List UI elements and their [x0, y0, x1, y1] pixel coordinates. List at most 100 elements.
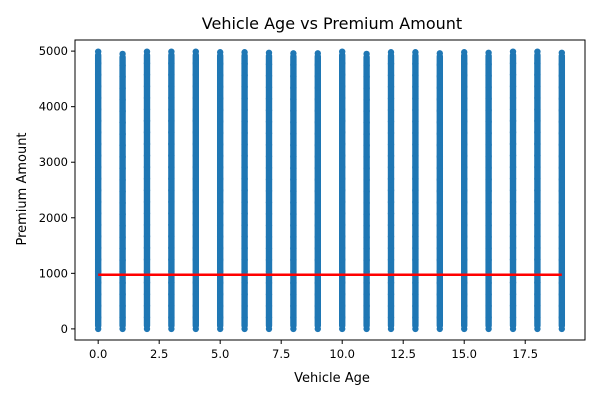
scatter-point: [94, 244, 102, 252]
scatter-column: [314, 50, 321, 333]
scatter-point: [339, 325, 346, 333]
scatter-point: [216, 129, 224, 137]
scatter-point: [290, 199, 297, 206]
scatter-point: [265, 130, 273, 137]
scatter-point: [387, 256, 395, 263]
scatter-point: [509, 94, 517, 102]
scatter-point: [339, 71, 346, 78]
scatter-point: [509, 302, 517, 309]
scatter-point: [241, 268, 248, 275]
scatter-point: [485, 72, 492, 79]
y-tick-label: 2000: [39, 211, 68, 225]
scatter-point: [387, 291, 395, 298]
scatter-column: [94, 48, 102, 333]
scatter-point: [436, 291, 444, 298]
scatter-point: [339, 314, 346, 321]
scatter-point: [216, 221, 224, 229]
scatter-point: [290, 130, 297, 137]
scatter-point: [314, 256, 321, 264]
scatter-point: [412, 49, 419, 56]
scatter-point: [558, 233, 566, 241]
scatter-point: [168, 325, 175, 333]
scatter-point: [412, 141, 419, 148]
scatter-point: [143, 129, 151, 136]
scatter-point: [216, 210, 224, 217]
scatter-point: [363, 268, 370, 275]
scatter-point: [314, 61, 321, 69]
scatter-point: [534, 256, 541, 263]
scatter-point: [265, 164, 273, 172]
scatter-point: [339, 129, 346, 136]
scatter-point: [241, 256, 248, 263]
scatter-point: [461, 198, 468, 206]
scatter-point: [143, 71, 151, 78]
scatter-column: [168, 48, 175, 333]
scatter-point: [216, 291, 224, 298]
scatter-point: [363, 96, 370, 103]
scatter-point: [143, 187, 151, 194]
scatter-point: [216, 244, 224, 252]
scatter-point: [412, 187, 419, 194]
scatter-point: [314, 279, 321, 287]
scatter-point: [485, 84, 492, 91]
scatter-point: [461, 210, 468, 217]
scatter-point: [558, 268, 566, 275]
scatter-point: [363, 119, 370, 126]
scatter-point: [387, 118, 395, 125]
scatter-column: [216, 49, 224, 333]
scatter-point: [94, 94, 102, 102]
scatter-point: [168, 314, 175, 321]
scatter-column: [509, 48, 517, 333]
scatter-point: [265, 210, 273, 218]
scatter-point: [314, 107, 321, 114]
scatter-point: [485, 210, 492, 218]
scatter-point: [339, 233, 346, 240]
scatter-point: [339, 291, 346, 298]
scatter-point: [534, 210, 541, 217]
scatter-point: [314, 222, 321, 229]
scatter-point: [485, 176, 492, 183]
scatter-point: [241, 302, 248, 310]
scatter-point: [265, 245, 273, 252]
scatter-point: [119, 279, 126, 287]
scatter-point: [558, 61, 566, 68]
scatter-point: [290, 302, 297, 310]
scatter-point: [363, 62, 370, 69]
scatter-point: [216, 118, 224, 125]
scatter-point: [143, 48, 151, 55]
scatter-point: [558, 49, 566, 56]
x-tick-label: 10.0: [329, 347, 355, 361]
scatter-column: [143, 48, 151, 333]
scatter-point: [436, 73, 444, 80]
scatter-column: [387, 49, 395, 333]
scatter-point: [168, 256, 175, 263]
scatter-point: [387, 95, 395, 102]
scatter-point: [461, 164, 468, 171]
scatter-point: [241, 187, 248, 194]
scatter-point: [509, 267, 517, 275]
scatter-column: [265, 49, 273, 333]
scatter-point: [534, 48, 541, 55]
scatter-point: [363, 222, 370, 229]
scatter-point: [265, 187, 273, 195]
scatter-point: [461, 83, 468, 91]
scatter-point: [216, 141, 224, 148]
scatter-point: [290, 279, 297, 287]
scatter-point: [216, 175, 224, 183]
scatter-point: [94, 291, 102, 298]
scatter-point: [534, 244, 541, 252]
scatter-point: [461, 244, 468, 252]
scatter-point: [461, 60, 468, 67]
scatter-point: [216, 325, 224, 333]
scatter-point: [485, 61, 492, 68]
scatter-point: [412, 233, 419, 240]
axes: 0.0 2.5 5.0 7.5 10.0 12.5 15.0 17.5 0 1000 2000 300…: [39, 39, 586, 361]
scatter-point: [461, 279, 468, 286]
scatter-point: [558, 302, 566, 310]
scatter-point: [94, 279, 102, 286]
scatter-point: [339, 175, 346, 182]
scatter-point: [314, 153, 321, 160]
scatter-point: [412, 314, 419, 321]
scatter-point: [241, 152, 248, 160]
scatter-point: [192, 152, 199, 159]
